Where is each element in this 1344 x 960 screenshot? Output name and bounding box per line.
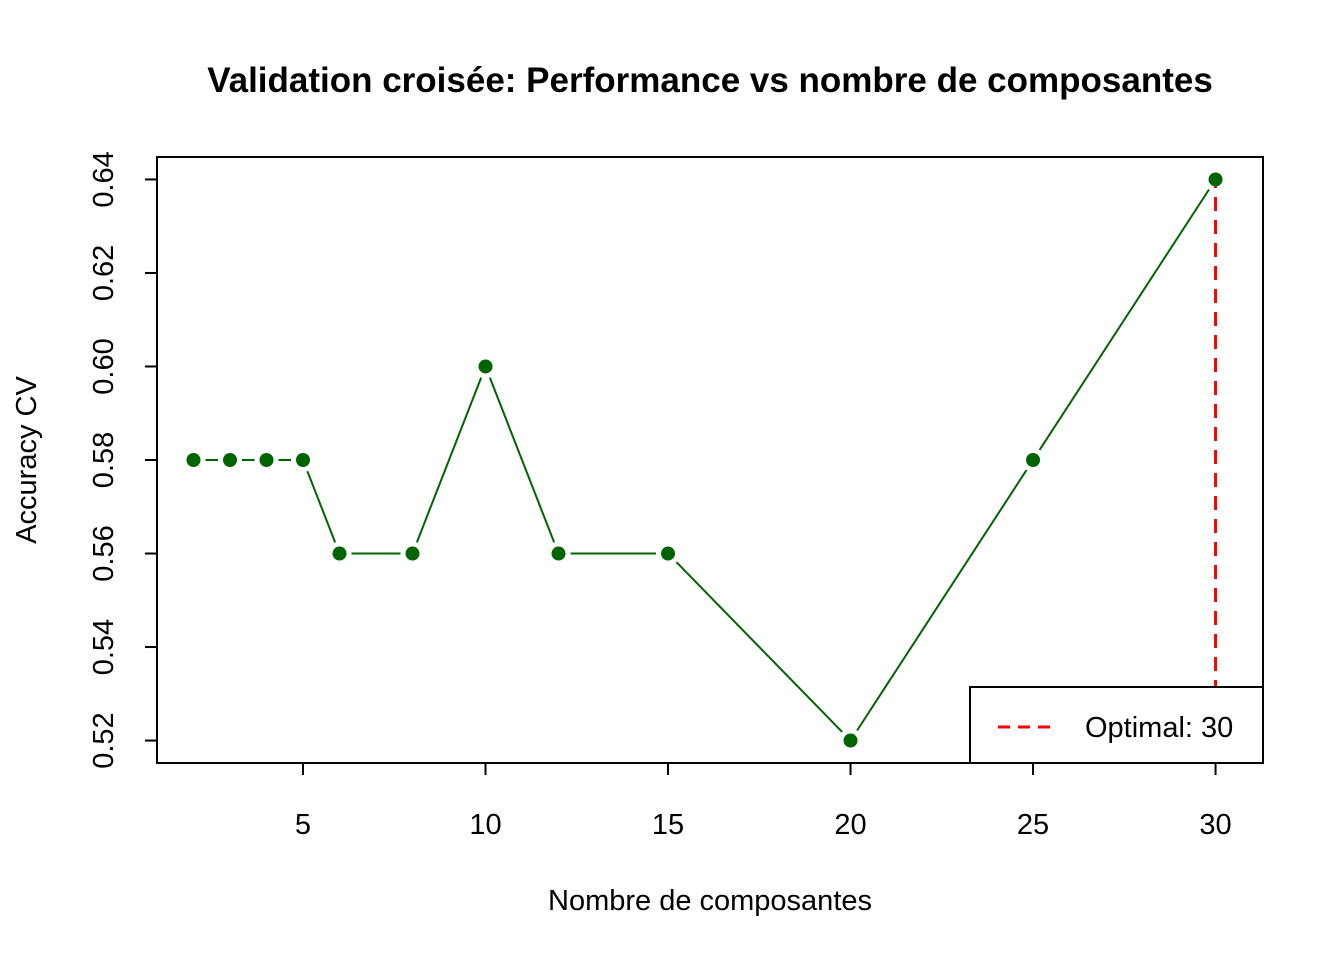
x-tick-label: 5	[295, 809, 311, 841]
legend: Optimal: 30	[969, 686, 1264, 764]
series-segment	[488, 377, 556, 543]
y-tick-label: 0.52	[88, 712, 120, 768]
x-axis: 5 10 15 20 25 30	[295, 762, 1232, 841]
legend-box	[969, 686, 1264, 764]
data-point	[405, 546, 420, 561]
y-tick-label: 0.56	[88, 525, 120, 581]
data-point	[1208, 172, 1223, 187]
y-tick-label: 0.54	[88, 619, 120, 675]
series-layer	[186, 172, 1223, 748]
y-tick-label: 0.60	[88, 338, 120, 394]
data-point	[259, 453, 274, 467]
x-axis-label: Nombre de composantes	[548, 885, 872, 917]
chart-title: Validation croisée: Performance vs nombr…	[207, 61, 1213, 100]
data-point	[223, 453, 238, 467]
plot-frame	[156, 156, 1264, 764]
legend-label: Optimal: 30	[1085, 712, 1233, 744]
data-point	[296, 453, 311, 467]
y-axis: 0.52 0.54 0.56 0.58 0.60 0.62 0.64	[88, 151, 158, 769]
y-axis-label: Accuracy CV	[11, 376, 43, 544]
data-point	[551, 546, 566, 561]
y-tick-label: 0.58	[88, 432, 120, 488]
x-tick-label: 30	[1199, 809, 1231, 841]
series-segment	[306, 470, 337, 543]
x-tick-label: 25	[1017, 809, 1049, 841]
data-point	[1026, 453, 1041, 467]
data-point	[332, 546, 347, 561]
x-tick-label: 10	[469, 809, 501, 841]
y-tick-label: 0.62	[88, 245, 120, 301]
x-tick-label: 20	[834, 809, 866, 841]
series-segment	[415, 377, 483, 543]
y-tick-label: 0.64	[88, 151, 120, 207]
series-segment	[675, 561, 843, 733]
data-point	[186, 453, 201, 467]
data-point	[478, 359, 493, 374]
series-segment	[1038, 188, 1210, 451]
x-tick-label: 15	[652, 809, 684, 841]
series-segment	[856, 469, 1028, 732]
data-point	[661, 546, 676, 561]
data-point	[843, 733, 858, 748]
